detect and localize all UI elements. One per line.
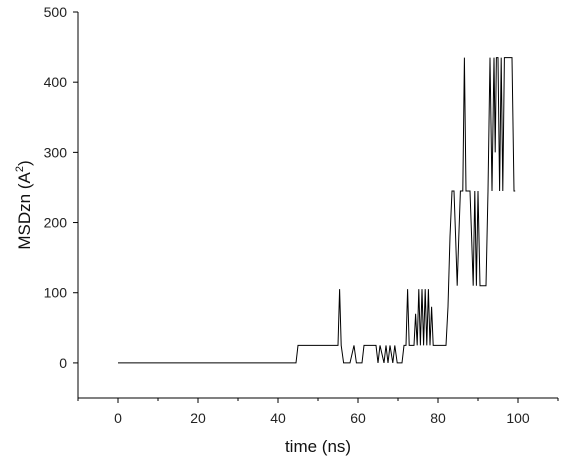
y-axis: 0 100 200 300 400 500	[44, 4, 79, 398]
y-tick-label: 200	[44, 215, 68, 231]
x-tick-label: 40	[270, 410, 286, 426]
y-tick-label: 300	[44, 144, 68, 160]
x-tick-label: 60	[350, 410, 366, 426]
x-tick-label: 80	[430, 410, 446, 426]
y-tick-label: 100	[44, 285, 68, 301]
series-line	[118, 57, 516, 364]
x-axis: 0 20 40 60 80 100	[77, 397, 559, 426]
y-tick-label: 500	[44, 4, 68, 20]
y-tick-label: 400	[44, 74, 68, 90]
y-axis-label: MSDzn (A2)	[14, 160, 34, 249]
x-tick-label: 100	[506, 410, 530, 426]
x-tick-label: 0	[114, 410, 122, 426]
x-axis-label: time (ns)	[285, 437, 351, 456]
x-tick-label: 20	[190, 410, 206, 426]
y-tick-label: 0	[59, 355, 67, 371]
